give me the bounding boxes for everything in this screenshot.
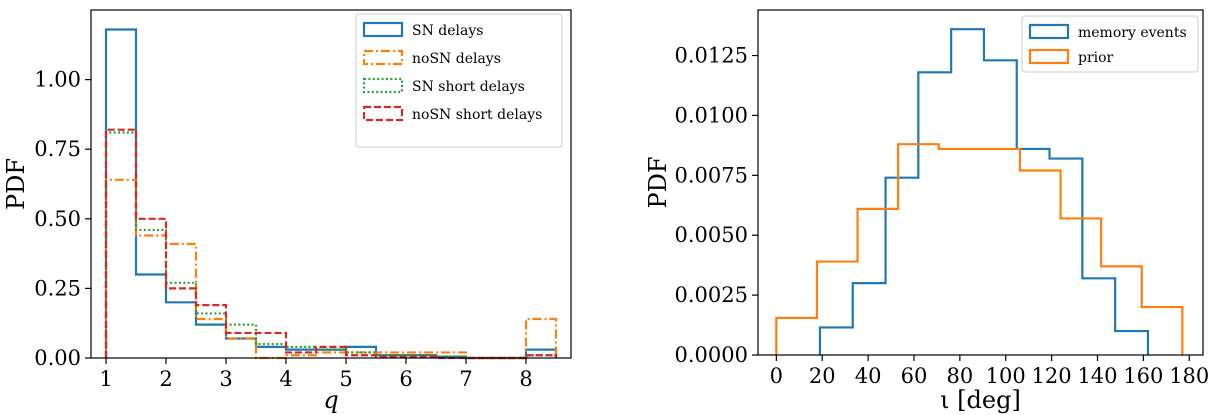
legend-swatch (1028, 48, 1070, 65)
y-tick-label: 1.00 (34, 68, 81, 92)
x-tick-label: 0 (770, 364, 783, 388)
legend-swatch (362, 49, 404, 66)
legend-swatch (362, 77, 404, 94)
y-axis-label: PDF (644, 156, 672, 208)
y-tick-label: 0.75 (34, 137, 81, 161)
legend-box (1021, 15, 1199, 73)
legend-swatch (1028, 23, 1070, 40)
legend-label: SN short delays (412, 79, 525, 95)
legend-swatch (362, 105, 404, 122)
y-tick-label: 0.00 (34, 346, 81, 370)
legend-label: noSN delays (412, 51, 501, 67)
series-line-memory-events (818, 28, 1150, 355)
y-tick-label: 0.0125 (675, 44, 748, 68)
axes-frame (757, 9, 1204, 356)
x-axis-label: ι [deg] (940, 386, 1021, 414)
legend: memory events prior (1021, 15, 1199, 73)
x-tick-label: 3 (219, 367, 232, 391)
x-tick-label: 2 (159, 367, 172, 391)
legend: SN delays noSN delays SN short delays noSN … (355, 13, 563, 148)
x-tick-label: 6 (399, 367, 412, 391)
y-tick-label: 0.0075 (675, 163, 748, 187)
x-tick-label: 120 (1032, 364, 1072, 388)
y-tick-label: 0.0000 (675, 343, 748, 367)
y-axis-label: PDF (2, 158, 30, 210)
legend-label: prior (1078, 50, 1114, 66)
series-line-sn-short-delays (104, 131, 558, 360)
x-tick-label: 4 (279, 367, 292, 391)
x-tick-label: 140 (1077, 364, 1117, 388)
x-tick-label: 100 (986, 364, 1026, 388)
y-tick-label: 0.0050 (675, 223, 748, 247)
x-tick-label: 160 (1123, 364, 1163, 388)
x-tick-label: 180 (1169, 364, 1209, 388)
y-tick-label: 0.50 (34, 207, 81, 231)
series-line-prior (775, 143, 1184, 355)
legend-swatch (362, 21, 404, 38)
x-tick-label: 5 (339, 367, 352, 391)
legend-box (355, 13, 563, 148)
x-tick-label: 40 (855, 364, 882, 388)
x-tick-label: 8 (519, 367, 532, 391)
right-chart: 0 20 40 60 80 100 120 140 160 180 0.0000 0.0025 0.00… (644, 9, 1209, 414)
series-line-nosn-delays (104, 178, 558, 360)
y-tick-label: 0.0100 (675, 103, 748, 127)
x-tick-label: 20 (809, 364, 836, 388)
x-tick-label: 60 (901, 364, 928, 388)
y-tick-label: 0.25 (34, 276, 81, 300)
axes-frame (90, 9, 572, 359)
x-tick-label: 80 (946, 364, 973, 388)
left-chart: 1 2 3 4 5 6 7 8 0.00 0.25 0.50 0.75 1.00 q PDF SN delay… (2, 9, 572, 414)
x-tick-label: 7 (459, 367, 472, 391)
y-tick-label: 0.0025 (675, 283, 748, 307)
x-tick-label: 1 (99, 367, 112, 391)
legend-label: memory events (1078, 25, 1187, 41)
x-axis-label: q (323, 386, 338, 414)
legend-label: SN delays (412, 23, 483, 39)
legend-label: noSN short delays (412, 107, 542, 123)
